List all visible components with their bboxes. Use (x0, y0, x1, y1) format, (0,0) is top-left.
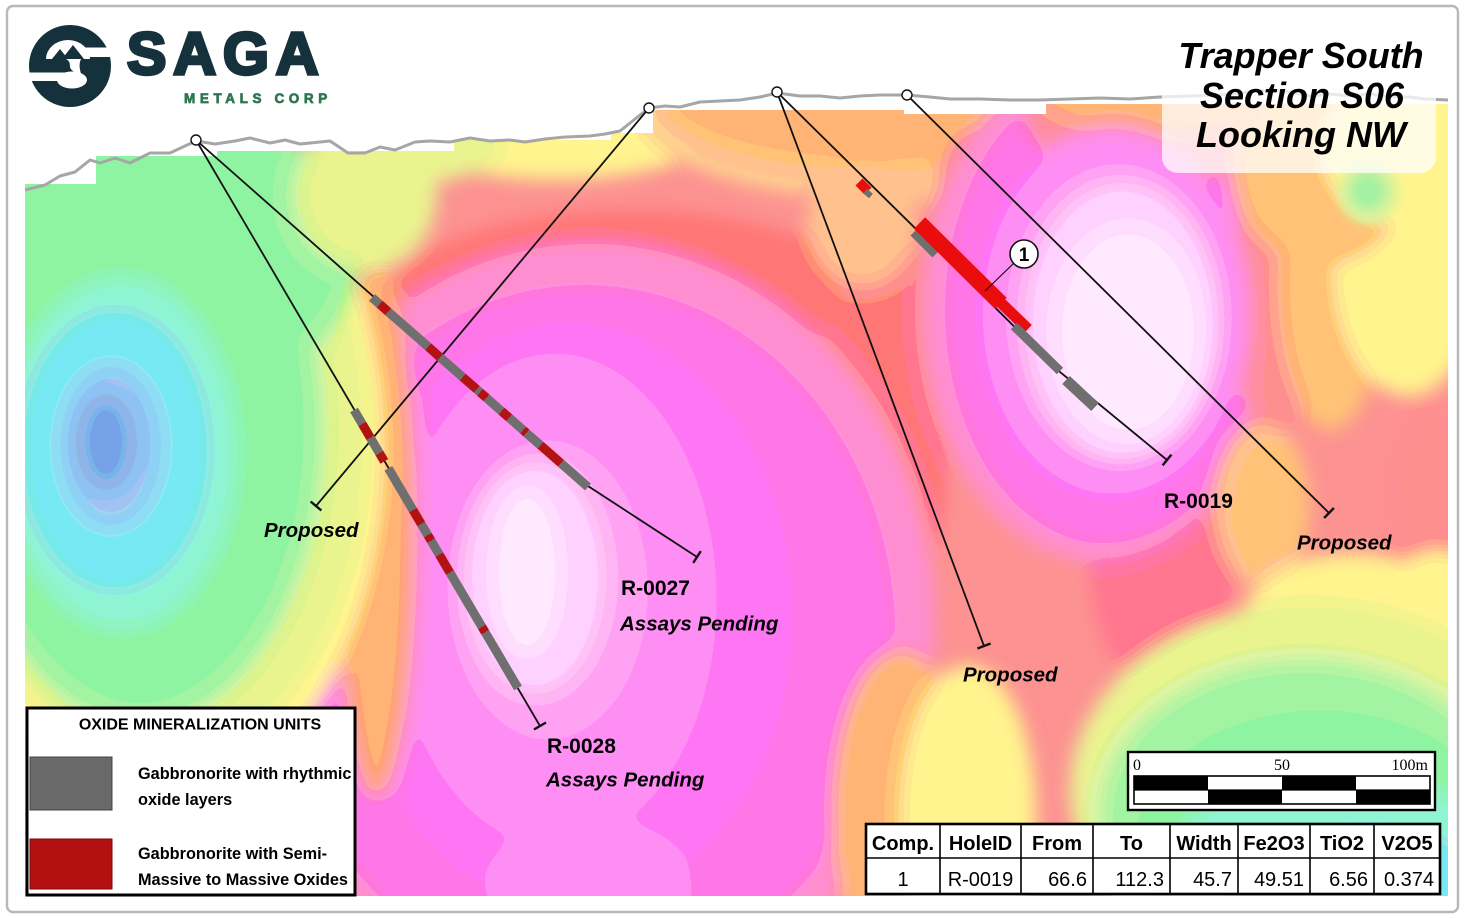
svg-text:Looking NW: Looking NW (1196, 114, 1409, 155)
svg-text:TiO2: TiO2 (1320, 833, 1364, 855)
svg-text:1: 1 (1019, 245, 1030, 266)
svg-text:50: 50 (1274, 757, 1290, 774)
svg-text:To: To (1120, 833, 1143, 855)
svg-text:METALS CORP: METALS CORP (184, 91, 332, 106)
svg-text:45.7: 45.7 (1193, 869, 1232, 891)
svg-text:R-0019: R-0019 (1164, 490, 1233, 513)
svg-text:6.56: 6.56 (1329, 869, 1368, 891)
svg-text:R-0028: R-0028 (547, 735, 616, 758)
svg-text:Assays Pending: Assays Pending (545, 769, 705, 792)
svg-text:112.3: 112.3 (1115, 869, 1164, 891)
svg-text:1: 1 (897, 869, 908, 891)
svg-text:Proposed: Proposed (264, 519, 359, 542)
svg-text:OXIDE MINERALIZATION UNITS: OXIDE MINERALIZATION UNITS (79, 717, 322, 734)
svg-text:49.51: 49.51 (1254, 869, 1304, 891)
svg-text:100m: 100m (1392, 757, 1429, 774)
svg-text:Comp.: Comp. (872, 833, 934, 855)
svg-text:SAGA: SAGA (127, 21, 325, 87)
svg-text:Fe2O3: Fe2O3 (1243, 833, 1304, 855)
svg-text:V2O5: V2O5 (1381, 833, 1432, 855)
svg-text:Massive to Massive Oxides: Massive to Massive Oxides (138, 871, 348, 889)
svg-text:Assays Pending: Assays Pending (619, 613, 779, 636)
svg-text:Proposed: Proposed (1297, 532, 1392, 555)
svg-text:HoleID: HoleID (949, 833, 1012, 855)
svg-text:oxide layers: oxide layers (138, 791, 232, 809)
svg-text:Trapper South: Trapper South (1178, 35, 1423, 76)
svg-text:Width: Width (1176, 833, 1231, 855)
svg-text:0.374: 0.374 (1384, 869, 1434, 891)
svg-text:Gabbronorite with rhythmic: Gabbronorite with rhythmic (138, 765, 351, 783)
svg-text:R-0027: R-0027 (621, 577, 690, 600)
svg-text:Section S06: Section S06 (1200, 75, 1405, 116)
svg-text:Proposed: Proposed (963, 664, 1058, 687)
svg-text:From: From (1032, 833, 1082, 855)
svg-text:66.6: 66.6 (1048, 869, 1087, 891)
svg-text:0: 0 (1133, 757, 1141, 774)
svg-text:Gabbronorite with Semi-: Gabbronorite with Semi- (138, 845, 327, 863)
svg-text:R-0019: R-0019 (948, 869, 1014, 891)
